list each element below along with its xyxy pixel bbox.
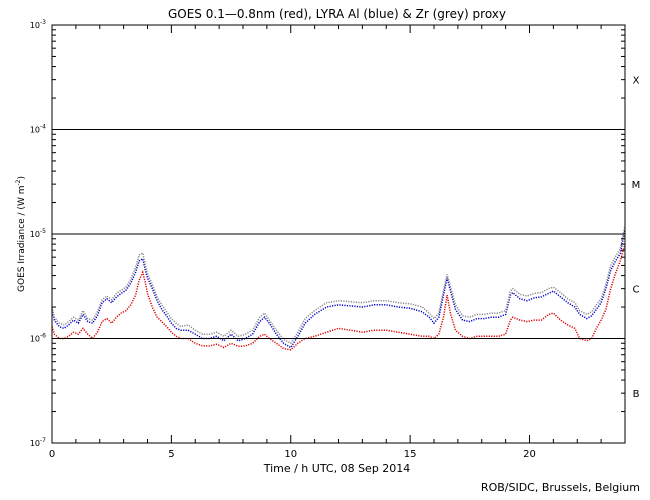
y-axis-label-exp: -2: [15, 179, 22, 185]
class-label-B: B: [633, 389, 640, 400]
y-tick-mantissa: 10: [30, 439, 40, 448]
y-axis-label-close: ): [17, 176, 27, 180]
y-axis-label: GOES Irradiance / (W m-2): [15, 176, 27, 292]
y-tick-label-3: 10-6: [30, 333, 46, 344]
x-tick-label-4: 20: [523, 449, 536, 460]
y-tick-exponent: -3: [40, 19, 46, 26]
y-tick-mantissa: 10: [30, 335, 40, 344]
class-label-C: C: [633, 285, 640, 296]
class-label-X: X: [633, 76, 640, 87]
y-tick-mantissa: 10: [30, 230, 40, 239]
series-layer: [51, 225, 626, 351]
y-tick-exponent: -5: [40, 228, 46, 235]
y-tick-label-4: 10-7: [30, 437, 46, 448]
x-axis-label: Time / h UTC, 08 Sep 2014: [263, 462, 411, 475]
credit-text: ROB/SIDC, Brussels, Belgium: [480, 481, 640, 494]
y-tick-label-2: 10-5: [30, 228, 46, 239]
x-tick-label-0: 0: [49, 449, 55, 460]
class-lines: [52, 129, 625, 339]
y-tick-mantissa: 10: [30, 126, 40, 135]
y-tick-label-1: 10-4: [30, 124, 46, 135]
x-tick-label-2: 10: [284, 449, 297, 460]
y-tick-mantissa: 10: [30, 21, 40, 30]
series-0-line: [51, 243, 626, 351]
series-1-line: [51, 229, 626, 349]
series-2-line: [51, 225, 626, 345]
y-tick-exponent: -6: [40, 333, 46, 340]
y-tick-exponent: -7: [40, 437, 46, 444]
x-tick-label-3: 15: [404, 449, 417, 460]
y-tick-exponent: -4: [40, 124, 46, 131]
x-tick-label-1: 5: [168, 449, 174, 460]
y-axis-label-text: GOES Irradiance / (W m: [17, 186, 27, 292]
y-tick-label-0: 10-3: [30, 19, 46, 30]
chart-title: GOES 0.1—0.8nm (red), LYRA Al (blue) & Z…: [168, 7, 506, 21]
class-label-M: M: [632, 180, 641, 191]
